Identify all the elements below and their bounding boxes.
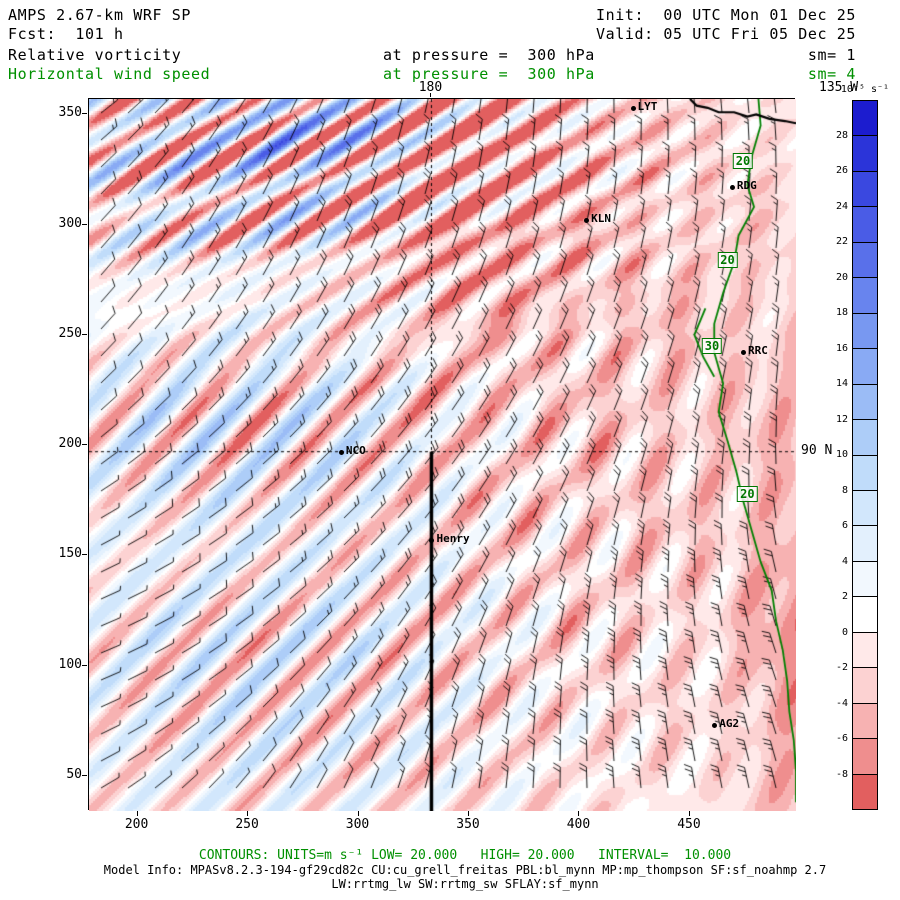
- colorbar-tick-label: -2: [835, 662, 848, 673]
- y-axis-tick-label: 100: [58, 656, 82, 672]
- model-title: AMPS 2.67-km WRF SP: [8, 6, 191, 24]
- valid-time: Valid: 05 UTC Fri 05 Dec 25: [595, 25, 856, 43]
- colorbar-cell: [853, 455, 877, 491]
- x-axis-tick-label: 250: [235, 817, 259, 832]
- colorbar-tick-label: -8: [835, 768, 848, 780]
- x-axis-tickmark: [136, 811, 138, 816]
- colorbar-cell: [853, 101, 877, 137]
- y-axis-tickmark: [82, 664, 87, 666]
- colorbar-cell: [853, 278, 877, 314]
- colorbar-tick-label: -6: [835, 733, 848, 744]
- colorbar-tick-label: 0: [841, 626, 848, 638]
- y-axis-tickmark: [82, 223, 87, 225]
- y-axis-tickmark: [82, 774, 87, 776]
- colorbar-tick-label: 14: [835, 378, 848, 389]
- model-info-line: Model Info: MPASv8.2.3-194-gf29cd82c CU:…: [103, 863, 827, 877]
- top-axis-tickmark: [430, 93, 432, 97]
- field1-name: Relative vorticity: [8, 46, 182, 64]
- colorbar-tick-label: 12: [835, 413, 848, 425]
- contour-info-line: CONTOURS: UNITS=m s⁻¹ LOW= 20.000 HIGH= …: [198, 848, 732, 863]
- colorbar-tick-label: 16: [835, 342, 848, 354]
- colorbar-cell: [853, 774, 877, 810]
- y-axis-tickmark: [82, 554, 87, 556]
- forecast-hour: Fcst: 101 h: [8, 25, 124, 43]
- y-axis-tickmark: [82, 444, 87, 446]
- x-axis-tickmark: [688, 811, 690, 816]
- colorbar-tick-label: 28: [835, 129, 848, 141]
- colorbar-tick-label: 6: [841, 520, 848, 531]
- x-axis-tick-label: 450: [677, 817, 701, 832]
- x-axis-tick-label: 300: [345, 817, 370, 832]
- colorbar-cell: [853, 136, 877, 172]
- colorbar-tick-labels: 28 26 24 22 20 18 16 14 12 10 8 6 4 2 0 -2 -4 -6 -8: [806, 100, 848, 810]
- colorbar-cell: [853, 632, 877, 669]
- x-axis-tick-label: 200: [124, 817, 149, 832]
- meridian-label-180: 180: [418, 80, 443, 95]
- colorbar: 10⁻⁵ s⁻¹ 28 26 24 22 20 18 16 14 12 10 8 6 4 2 0 -2 -4 -6…: [836, 84, 889, 810]
- x-axis-tickmark: [578, 811, 580, 816]
- colorbar-tick-label: -4: [835, 697, 848, 709]
- corner-label-135w: 135 W: [819, 80, 859, 95]
- colorbar-cell: [853, 242, 877, 279]
- colorbar-cell: [853, 561, 877, 598]
- colorbar-tick-label: 22: [835, 236, 848, 247]
- y-axis-tick-label: 150: [58, 546, 82, 562]
- init-time: Init: 00 UTC Mon 01 Dec 25: [595, 6, 856, 24]
- x-axis-tickmark: [357, 811, 359, 816]
- colorbar-cell: [853, 668, 877, 704]
- y-axis-tick-label: 50: [66, 766, 82, 782]
- field2-name: Horizontal wind speed: [8, 65, 211, 83]
- colorbar-cell: [853, 384, 877, 421]
- colorbar-cell: [853, 597, 877, 633]
- colorbar-cell: [853, 739, 877, 775]
- y-axis-tick-label: 350: [58, 105, 82, 121]
- y-axis-tick-label: 250: [58, 325, 82, 341]
- field2-level: at pressure = 300 hPa: [383, 65, 595, 83]
- field1-level: at pressure = 300 hPa: [383, 46, 595, 64]
- colorbar-cell: [853, 490, 877, 527]
- parallel-label-90: 90 N: [801, 442, 833, 458]
- map-plot: LYT RDG KLN RRC NCO Henry AG2 20 20 30 20: [88, 98, 796, 811]
- x-axis-tickmark: [468, 811, 469, 816]
- vorticity-wind-field-canvas: [89, 99, 796, 811]
- colorbar-cell: [853, 171, 877, 208]
- colorbar-tick-label: 2: [841, 591, 848, 602]
- y-axis-tick-label: 300: [58, 215, 82, 231]
- colorbar-cell: [853, 703, 877, 740]
- colorbar-tick-label: 4: [841, 555, 848, 567]
- colorbar-cell: [853, 526, 877, 562]
- colorbar-scale: [852, 100, 878, 810]
- colorbar-tick-label: 20: [835, 271, 848, 283]
- y-axis-tickmark: [82, 333, 87, 335]
- colorbar-units-label: 10⁻⁵ s⁻¹: [840, 84, 890, 95]
- smoothing-2: sm= 4: [807, 65, 856, 83]
- colorbar-cell: [853, 349, 877, 385]
- model-info-line-2: LW:rrtmg_lw SW:rrtmg_sw SFLAY:sf_mynn: [331, 877, 599, 891]
- footer: CONTOURS: UNITS=m s⁻¹ LOW= 20.000 HIGH= …: [30, 848, 900, 891]
- colorbar-cell: [853, 207, 877, 243]
- smoothing-1: sm= 1: [807, 46, 856, 64]
- colorbar-tick-label: 24: [835, 200, 848, 212]
- colorbar-cell: [853, 313, 877, 350]
- colorbar-tick-label: 26: [835, 165, 848, 176]
- y-axis-tickmark: [82, 113, 87, 115]
- colorbar-tick-label: 18: [835, 307, 848, 318]
- colorbar-tick-label: 8: [841, 484, 848, 496]
- x-axis-tick-label: 350: [456, 817, 480, 832]
- y-axis-tick-label: 200: [58, 436, 82, 452]
- colorbar-cell: [853, 420, 877, 456]
- x-axis-tickmark: [247, 811, 249, 816]
- colorbar-tick-label: 10: [835, 449, 848, 460]
- x-axis-tick-label: 400: [566, 817, 591, 832]
